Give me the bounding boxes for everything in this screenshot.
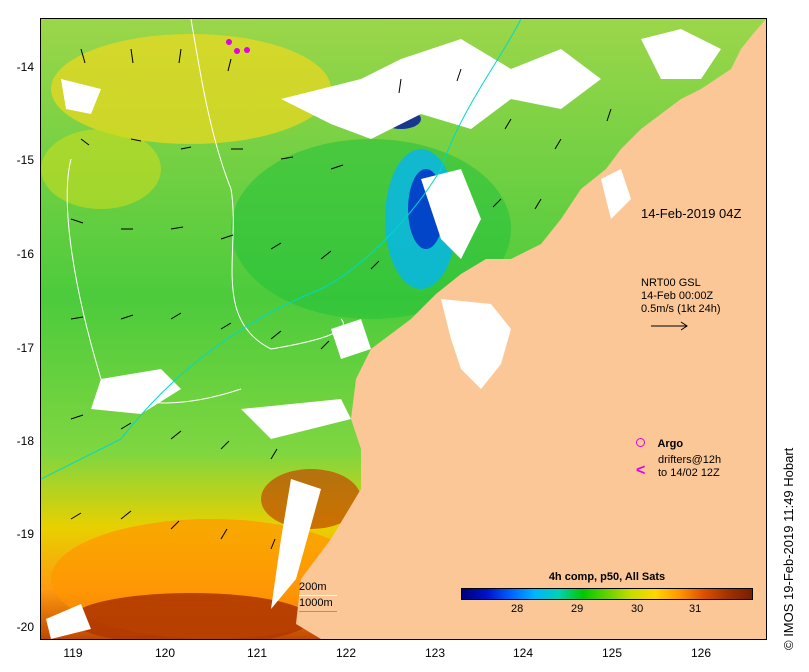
drifters-legend: < drifters@12h to 14/02 12Z [636, 454, 721, 480]
lon-label: 120 [154, 646, 176, 660]
coastal-gap [641, 29, 721, 79]
isobath-1000-swatch [299, 611, 337, 612]
land-mass [296, 19, 766, 639]
lon-label: 126 [690, 646, 712, 660]
isobath-200m [66, 158, 242, 404]
lat-label: -17 [16, 341, 34, 355]
colorbar-strip [461, 588, 753, 600]
cloud-gap [61, 79, 101, 114]
timestamp-label: 14-Feb-2019 04Z [641, 206, 742, 221]
colorbar-title: 4h comp, p50, All Sats [548, 571, 666, 583]
credit-text: © IMOS 19-Feb-2019 11:49 Hobart [781, 447, 796, 650]
argo-marker [244, 47, 250, 53]
lon-label: 125 [601, 646, 623, 660]
argo-marker [226, 39, 232, 45]
lat-label: -16 [16, 247, 34, 261]
warm-patch-northwest [41, 129, 161, 209]
isobath-1000-label: 1000m [299, 597, 333, 609]
colorbar-tick: 28 [511, 603, 524, 615]
lat-label: -19 [16, 527, 34, 541]
lat-label: -14 [16, 60, 34, 74]
lat-label: -20 [16, 620, 34, 634]
lon-label: 119 [63, 646, 83, 660]
cloud-gap [271, 479, 321, 609]
isobath-legend: 200m 1000m [299, 581, 337, 613]
argo-legend: Argo [636, 434, 683, 452]
current-legend-line3: 0.5m/s (1kt 24h) [641, 303, 721, 315]
colorbar-tick: 29 [571, 603, 584, 615]
current-legend: NRT00 GSL 14-Feb 00:00Z 0.5m/s (1kt 24h) [641, 277, 720, 332]
lon-label: 124 [512, 646, 534, 660]
lon-label: 123 [424, 646, 446, 660]
current-legend-line1: NRT00 GSL [641, 277, 701, 289]
coastal-gap [601, 169, 631, 219]
current-legend-line2: 14-Feb 00:00Z [641, 290, 714, 302]
drifters-line2: to 14/02 12Z [658, 467, 720, 479]
isobath-200m [190, 19, 344, 350]
current-arrows [70, 48, 612, 550]
sst-map[interactable]: 14-Feb-2019 04Z NRT00 GSL 14-Feb 00:00Z … [40, 18, 767, 640]
colorbar-tick: 31 [689, 603, 702, 615]
colorbar-tick: 30 [631, 603, 644, 615]
colorbar-ticks: 28 29 30 31 [461, 600, 753, 615]
lat-label: -15 [16, 153, 34, 167]
colorbar: 4h comp, p50, All Sats 28 29 30 31 [461, 571, 753, 615]
drifter-arrow-icon: < [636, 462, 646, 479]
drifters-line1: drifters@12h [658, 454, 722, 466]
argo-marker [234, 48, 240, 54]
map-canvas [41, 19, 766, 639]
argo-legend-label: Argo [657, 438, 684, 450]
coastal-gap [441, 299, 511, 389]
argo-legend-icon [636, 438, 645, 448]
isobath-200-swatch [299, 595, 337, 596]
isobath-200-label: 200m [299, 581, 327, 593]
hot-south [71, 593, 311, 639]
lon-label: 122 [335, 646, 357, 660]
cloud-gap [421, 169, 481, 259]
cloud-gap [241, 399, 351, 439]
scale-arrow-icon [651, 321, 688, 331]
warm-patch-north [51, 34, 331, 144]
cloud-gap [281, 39, 601, 139]
lat-label: -18 [16, 434, 34, 448]
lon-label: 121 [246, 646, 268, 660]
isobath-1000m [41, 19, 522, 480]
cloud-gap [46, 604, 91, 639]
